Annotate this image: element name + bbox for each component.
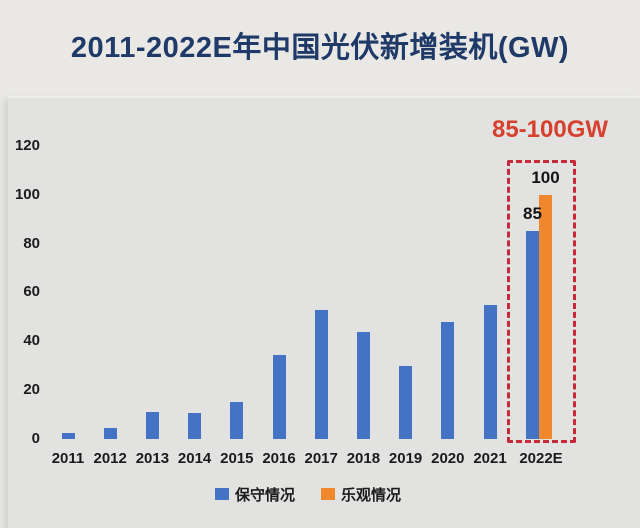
x-label-2021: 2021 [473, 450, 507, 467]
y-tick-60: 60 [23, 283, 40, 301]
highlight-box-2022e [507, 160, 576, 443]
bar-2018-conservative [356, 331, 370, 439]
x-label-2022e: 2022E [519, 450, 563, 467]
legend-swatch-conservative [214, 488, 229, 500]
bar-2013-conservative [145, 412, 159, 439]
bar-2016-conservative [272, 354, 286, 439]
bar-2019-conservative [399, 365, 413, 439]
legend-label-optimistic: 乐观情况 [341, 486, 402, 504]
y-tick-80: 80 [23, 234, 40, 252]
range-annotation: 85-100GW [491, 116, 609, 143]
x-label-2015: 2015 [220, 450, 254, 467]
bar-2022e-conservative [526, 231, 539, 439]
y-tick-0: 0 [31, 430, 40, 447]
x-label-2013: 2013 [135, 450, 170, 467]
x-label-2019: 2019 [388, 450, 423, 467]
y-tick-20: 20 [23, 381, 40, 399]
value-label-optimistic: 100 [531, 167, 560, 187]
bar-2022e-optimistic [539, 194, 552, 439]
x-label-2020: 2020 [431, 450, 465, 467]
y-tick-100: 100 [14, 185, 40, 203]
x-label-2012: 2012 [93, 450, 127, 467]
y-tick-40: 40 [23, 332, 40, 350]
bar-2011-conservative [61, 432, 75, 439]
chart-title: 2011-2022E年中国光伏新增装机(GW) [70, 32, 570, 64]
legend-label-conservative: 保守情况 [234, 486, 295, 504]
bar-2012-conservative [103, 428, 117, 439]
bar-2021-conservative [483, 304, 497, 439]
x-label-2017: 2017 [304, 450, 338, 467]
bar-2020-conservative [441, 321, 455, 439]
value-label-conservative: 85 [523, 204, 542, 224]
bar-2014-conservative [188, 413, 202, 439]
x-label-2014: 2014 [177, 450, 212, 467]
legend-swatch-optimistic [321, 488, 335, 500]
y-tick-120: 120 [14, 136, 40, 154]
bar-2017-conservative [314, 309, 328, 439]
legend-item-conservative: 保守情况 [214, 484, 295, 505]
legend: 保守情况 乐观情况 [8, 484, 608, 504]
legend-item-optimistic: 乐观情况 [321, 484, 401, 505]
bar-2015-conservative [230, 402, 244, 439]
x-label-2011: 2011 [51, 450, 85, 467]
x-label-2016: 2016 [262, 450, 296, 467]
x-label-2018: 2018 [346, 450, 381, 467]
